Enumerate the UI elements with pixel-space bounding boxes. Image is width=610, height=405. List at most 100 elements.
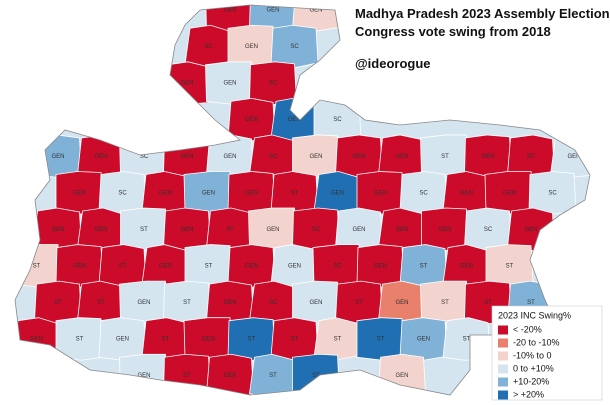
constituency-label: ST: [463, 337, 471, 343]
constituency-label: GEN: [30, 337, 43, 343]
constituency-label: GEN: [159, 263, 172, 269]
constituency-label: GEN: [438, 227, 451, 233]
constituency-label: GEN: [223, 8, 236, 14]
constituency-label: ST: [119, 263, 127, 269]
legend-label: -10% to 0: [513, 350, 552, 360]
constituency-label: GEN: [223, 373, 236, 379]
constituency-label: GEN: [460, 190, 473, 196]
constituency-label: ST: [355, 300, 363, 306]
legend-label: 0 to +10%: [513, 363, 554, 373]
constituency-label: GEN: [202, 337, 215, 343]
constituency-label: SC: [527, 154, 536, 160]
constituency-label: ST: [248, 337, 256, 343]
legend-swatch: [498, 325, 508, 335]
constituency-label: GEN: [567, 154, 580, 160]
constituency-label: ST: [506, 263, 514, 269]
constituency-label: GEN: [266, 8, 279, 14]
constituency-label: ST: [441, 154, 449, 160]
constituency-label: ST: [291, 190, 299, 196]
map-title: Madhya Pradesh 2023 Assembly Elections: [355, 6, 610, 21]
constituency-label: GEN: [137, 300, 150, 306]
constituency-label: SC: [118, 190, 127, 196]
constituency-label: GEN: [309, 8, 322, 14]
constituency-label: GEN: [223, 81, 236, 87]
constituency-label: GEN: [73, 190, 86, 196]
constituency-label: SC: [312, 227, 321, 233]
constituency-label: GEN: [395, 300, 408, 306]
constituency-label: ST: [291, 337, 299, 343]
constituency-label: GEN: [180, 154, 193, 160]
legend-label: -20 to -10%: [513, 337, 560, 347]
constituency-label: GEN: [288, 117, 301, 123]
constituency-label: GEN: [159, 190, 172, 196]
constituency-label: GEN: [460, 263, 473, 269]
legend: 2023 INC Swing% < -20% -20 to -10% -10% to…: [491, 305, 603, 401]
constituency-label: GEN: [223, 300, 236, 306]
constituency-label: GEN: [374, 190, 387, 196]
constituency-label: GEN: [395, 154, 408, 160]
constituency-label: SC: [484, 227, 493, 233]
legend-box: [491, 305, 603, 401]
constituency-label: GEN: [331, 190, 344, 196]
legend-swatch: [498, 364, 508, 374]
legend-label: < -20%: [513, 324, 542, 334]
map-subtitle: Congress vote swing from 2018: [355, 24, 551, 39]
constituency-label: GEN: [116, 337, 129, 343]
constituency-label: ST: [183, 373, 191, 379]
constituency-label: GEN: [245, 263, 258, 269]
constituency-label: GEN: [309, 300, 322, 306]
legend-swatch: [498, 338, 508, 348]
constituency-label: GEN: [309, 154, 322, 160]
constituency-label: GEN: [245, 190, 258, 196]
constituency-label: GEN: [374, 263, 387, 269]
constituency-label: GEN: [395, 373, 408, 379]
constituency-label: GEN: [245, 44, 258, 50]
legend-swatch: [498, 351, 508, 361]
constituency-label: ST: [183, 300, 191, 306]
constituency-label: GEN: [51, 227, 64, 233]
handle: @ideorogue: [355, 56, 431, 71]
legend-swatch: [498, 390, 508, 400]
constituency-label: GEN: [352, 154, 365, 160]
constituency-label: GEN: [223, 154, 236, 160]
legend-swatch: [498, 377, 508, 387]
constituency-label: GEN: [288, 263, 301, 269]
constituency-label: GEN: [245, 117, 258, 123]
constituency-label: GEN: [94, 227, 107, 233]
legend-label: +10-20%: [513, 376, 549, 386]
constituency-label: GEN: [51, 154, 64, 160]
legend-label: > +20%: [513, 389, 544, 399]
constituency-label: GEN: [481, 154, 494, 160]
constituency-label: SC: [269, 81, 278, 87]
constituency-label: ST: [334, 337, 342, 343]
constituency-label: GEN: [180, 81, 193, 87]
constituency-label: SC: [333, 263, 342, 269]
constituency-label: GEN: [524, 227, 537, 233]
constituency-label: ST: [162, 337, 170, 343]
constituency-label: ST: [527, 300, 535, 306]
constituency-label: ST: [33, 263, 41, 269]
constituency-label: SC: [269, 300, 278, 306]
constituency-label: ST: [441, 300, 449, 306]
constituency-label: ST: [377, 337, 385, 343]
constituency-label: GEN: [266, 227, 279, 233]
constituency-label: GEN: [503, 190, 516, 196]
constituency-label: ST: [76, 337, 84, 343]
constituency-label: GEN: [73, 263, 86, 269]
constituency-label: SC: [290, 44, 299, 50]
constituency-label: GEN: [137, 373, 150, 379]
constituency-label: GEN: [202, 190, 215, 196]
constituency-label: ST: [97, 300, 105, 306]
constituency-label: SC: [204, 44, 213, 50]
constituency-label: SC: [140, 154, 149, 160]
constituency-label: GEN: [352, 227, 365, 233]
constituency-label: ST: [205, 263, 213, 269]
constituency-label: ST: [484, 300, 492, 306]
constituency-layer: GEN GEN GEN SC GEN SC GEN GEN SC GEN GEN SC GEN GEN SC…: [15, 5, 590, 395]
constituency-label: SC: [333, 117, 342, 123]
constituency-label: GEN: [180, 227, 193, 233]
constituency-label: GEN: [417, 337, 430, 343]
constituency-label: ST: [420, 263, 428, 269]
constituency-label: ST: [140, 227, 148, 233]
